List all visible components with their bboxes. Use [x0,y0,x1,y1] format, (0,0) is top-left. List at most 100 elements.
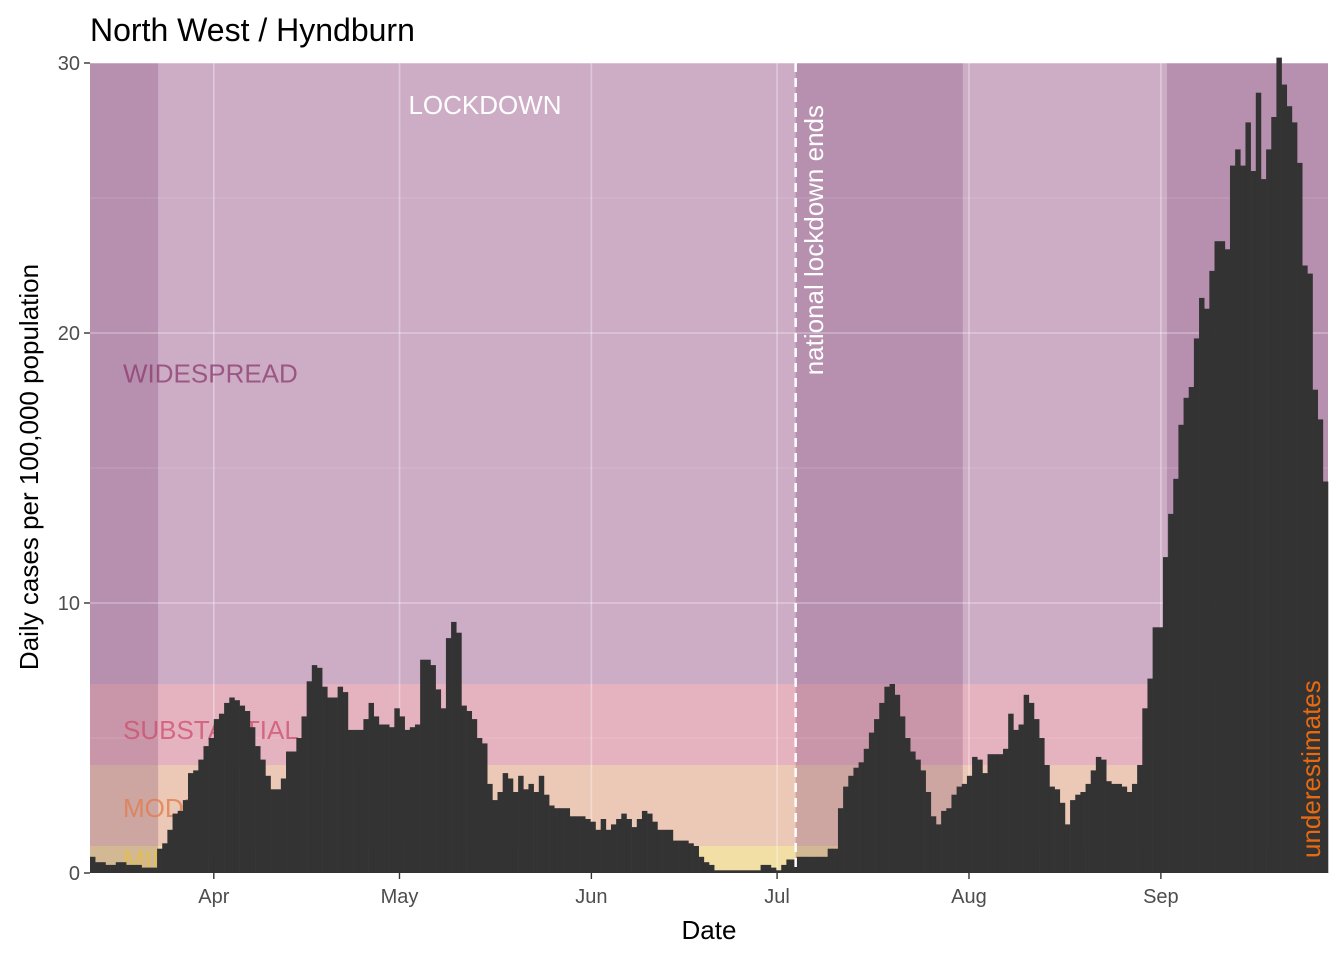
bar [208,738,215,873]
bar [1085,783,1092,873]
bar [110,864,117,873]
bar [1162,557,1169,873]
bar [1281,84,1288,874]
bar [1152,627,1159,873]
bar [1106,781,1112,873]
bar [461,705,467,873]
band-widespread [90,63,1328,684]
bar [574,816,581,873]
bar [90,856,96,873]
bar [234,700,240,873]
bar [1276,57,1282,874]
bar [255,746,261,873]
bar [827,848,834,873]
bar [420,659,426,873]
bar [920,770,926,873]
bar [404,729,411,873]
bar [1070,800,1076,873]
bar [1271,117,1277,873]
bar [1307,273,1313,874]
bar [1250,171,1257,873]
bar [1101,759,1107,873]
bar [358,729,364,873]
bar [631,827,638,873]
bar [399,716,405,873]
bar [1003,748,1009,873]
bar [507,778,514,873]
bar [518,775,524,873]
x-tick-label: Jun [575,886,607,908]
bar [425,659,431,873]
bar [1121,786,1128,873]
bar [332,697,338,873]
bar [641,810,648,873]
y-tick-label: 20 [58,323,80,345]
bar [807,856,813,873]
bar [311,665,318,873]
bar [580,816,586,873]
bar [198,759,204,873]
bar [1317,419,1324,873]
bar [997,754,1004,873]
bar [409,727,416,873]
bar [528,783,534,873]
bar [301,716,307,873]
bar [1204,308,1210,873]
bar [1297,162,1303,873]
bar [1049,786,1055,873]
y-tick-label: 10 [58,593,80,615]
bar [879,702,885,873]
bar [115,862,122,873]
bar [1013,729,1019,873]
bar [239,705,246,873]
shaded-period-1 [90,63,159,873]
bar [564,808,571,873]
bar [801,856,808,873]
bar [729,870,736,873]
bar [1018,724,1024,873]
bar [868,732,875,873]
bar [394,708,400,873]
bar [1131,783,1138,873]
bar [141,867,148,873]
bar [445,638,452,873]
bar [265,775,271,873]
bar [389,727,395,873]
bar [476,738,483,873]
bar [177,810,184,873]
band-label-widespread: WIDESPREAD [123,359,298,389]
bar [703,862,710,873]
bar [647,813,653,873]
bar [745,870,751,873]
bar [353,729,359,873]
bar [456,632,462,873]
bar [296,738,302,873]
bar [188,773,194,873]
bar [559,808,565,873]
bar [858,762,865,873]
bar [590,821,596,873]
bar [1095,756,1102,873]
bar [482,743,488,873]
bar [213,719,220,873]
bar [1080,792,1086,873]
bar [1090,770,1097,873]
bar [709,864,715,873]
bar [1126,792,1133,873]
bar [1116,783,1122,873]
bar [549,805,555,873]
bar [1137,765,1143,873]
bar [151,867,158,873]
bar [229,697,235,873]
bars [90,57,1329,874]
bar [322,686,328,873]
bar [1157,627,1164,873]
bar [487,783,493,873]
bar [1173,478,1179,873]
bar [451,621,457,873]
bar [910,751,916,873]
bar [755,870,761,873]
bar [368,702,375,873]
bar [306,681,313,873]
bar [492,800,498,873]
